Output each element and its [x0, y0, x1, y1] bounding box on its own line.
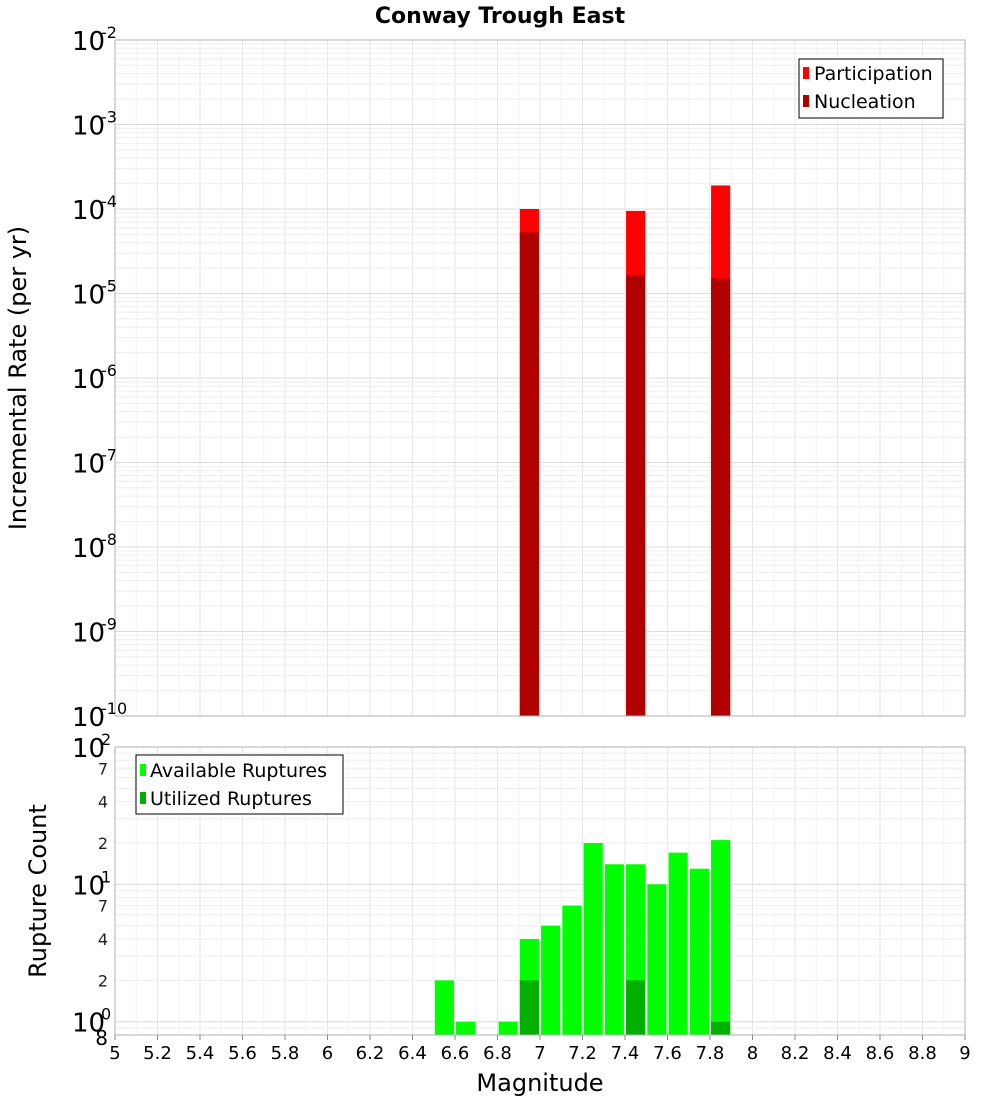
top-y-tick-exponent: -7: [101, 446, 117, 465]
x-tick-label: 8.4: [823, 1043, 852, 1064]
x-tick-label: 7.6: [653, 1043, 682, 1064]
top-y-tick-label: 10: [72, 112, 105, 142]
bottom-y-minor-tick-label: 7: [98, 759, 108, 778]
bar-available-ruptures-7.85: [711, 840, 731, 1035]
top-y-tick-exponent: -3: [101, 108, 117, 127]
chart-title: Conway Trough East: [375, 4, 626, 29]
x-tick-label: 9: [959, 1043, 970, 1064]
top-y-tick-label: 10: [72, 196, 105, 226]
top-y-axis-label: Incremental Rate (per yr): [4, 226, 32, 530]
x-tick-label: 6.6: [441, 1043, 470, 1064]
legend-label-nucleation: Nucleation: [814, 91, 916, 113]
bottom-y-minor-tick-label: 4: [98, 793, 108, 812]
bottom-y-minor-tick-label: 2: [98, 834, 108, 853]
bottom-legend-box: [135, 754, 344, 815]
bar-nucleation-6.95: [519, 232, 539, 716]
x-tick-label: 8.6: [866, 1043, 895, 1064]
top-y-tick-label: 10: [72, 450, 105, 480]
top-y-tick-exponent: -9: [101, 615, 117, 634]
top-y-tick-exponent: -4: [101, 192, 117, 211]
bottom-y-minor-tick-label: 8: [95, 1026, 108, 1050]
bottom-y-axis-label: Rupture Count: [24, 804, 52, 978]
x-tick-label: 6.8: [483, 1043, 512, 1064]
top-y-tick-label: 10: [72, 619, 105, 649]
legend-swatch-participation: [803, 67, 809, 79]
bar-available-ruptures-7.75: [689, 868, 709, 1035]
x-tick-label: 5.8: [271, 1043, 300, 1064]
bar-available-ruptures-7.65: [668, 852, 688, 1035]
top-y-tick-exponent: -10: [101, 699, 127, 718]
x-tick-label: 7: [534, 1043, 545, 1064]
bar-utilized-ruptures-6.95: [519, 980, 539, 1035]
bar-available-ruptures-6.85: [498, 1021, 518, 1035]
x-tick-label: 5.6: [228, 1043, 257, 1064]
bar-available-ruptures-7.15: [562, 905, 582, 1035]
top-y-tick-exponent: -2: [101, 23, 117, 42]
top-plot-frame: [114, 39, 966, 717]
x-tick-label: 6.4: [398, 1043, 427, 1064]
bottom-y-minor-tick-label: 4: [98, 930, 108, 949]
bottom-y-minor-tick-label: 7: [98, 897, 108, 916]
bar-utilized-ruptures-7.85: [711, 1021, 731, 1035]
bar-nucleation-7.85: [711, 278, 731, 716]
top-bars: [519, 185, 731, 717]
top-y-tick-label: 10: [72, 534, 105, 564]
top-legend: Participation Nucleation: [798, 58, 944, 119]
bottom-y-tick-label: 10: [72, 734, 105, 764]
x-tick-label: 7.2: [568, 1043, 597, 1064]
bottom-bars: [434, 840, 731, 1035]
bar-nucleation-7.45: [626, 275, 646, 716]
legend-swatch-nucleation: [803, 95, 809, 107]
legend-swatch-utilized: [140, 792, 146, 804]
legend-label-utilized: Utilized Ruptures: [150, 788, 312, 810]
top-y-tick-exponent: -8: [101, 530, 117, 549]
legend-label-available: Available Ruptures: [150, 760, 327, 782]
x-tick-label: 5.2: [143, 1043, 172, 1064]
x-tick-label: 8: [747, 1043, 758, 1064]
bar-available-ruptures-7.05: [541, 925, 561, 1035]
legend-swatch-available: [140, 764, 146, 776]
bottom-x-ticks: 5 5.2 5.4 5.6 5.8 6 6.2 6.4 6.6 6.8 7 7.2 7.4 7.6 7.8 8…: [109, 1035, 971, 1064]
bottom-y-tick-exponent: 0: [101, 1005, 111, 1024]
top-y-tick-label: 10: [72, 27, 105, 57]
bottom-y-tick-exponent: 2: [101, 730, 111, 749]
x-tick-label: 7.8: [696, 1043, 725, 1064]
top-legend-box: [798, 58, 944, 119]
x-tick-label: 6: [322, 1043, 333, 1064]
bar-available-ruptures-7.35: [604, 864, 624, 1035]
top-y-tick-exponent: -6: [101, 361, 117, 380]
top-y-tick-label: 10: [72, 365, 105, 395]
bar-available-ruptures-7.25: [583, 843, 603, 1035]
x-tick-label: 7.4: [611, 1043, 640, 1064]
bar-utilized-ruptures-7.45: [626, 980, 646, 1035]
legend-label-participation: Participation: [814, 63, 933, 85]
x-tick-label: 6.2: [356, 1043, 385, 1064]
x-tick-label: 8.8: [908, 1043, 937, 1064]
bottom-y-tick-exponent: 1: [101, 867, 111, 886]
top-y-tick-label: 10: [72, 281, 105, 311]
bar-available-ruptures-6.55: [434, 980, 454, 1035]
top-y-tick-exponent: -5: [101, 277, 117, 296]
x-tick-label: 8.2: [781, 1043, 810, 1064]
bar-available-ruptures-7.55: [647, 884, 667, 1035]
top-y-tick-label: 10: [72, 703, 105, 733]
bottom-y-tick-label: 10: [72, 1009, 105, 1039]
bottom-y-tick-label: 10: [72, 871, 105, 901]
bottom-y-minor-tick-label: 2: [98, 971, 108, 990]
bottom-legend: Available Ruptures Utilized Ruptures: [135, 754, 344, 815]
bar-available-ruptures-6.65: [456, 1021, 476, 1035]
x-axis-label: Magnitude: [476, 1069, 603, 1097]
top-grid: [114, 39, 966, 717]
x-tick-label: 5: [109, 1043, 120, 1064]
x-tick-label: 5.4: [186, 1043, 215, 1064]
